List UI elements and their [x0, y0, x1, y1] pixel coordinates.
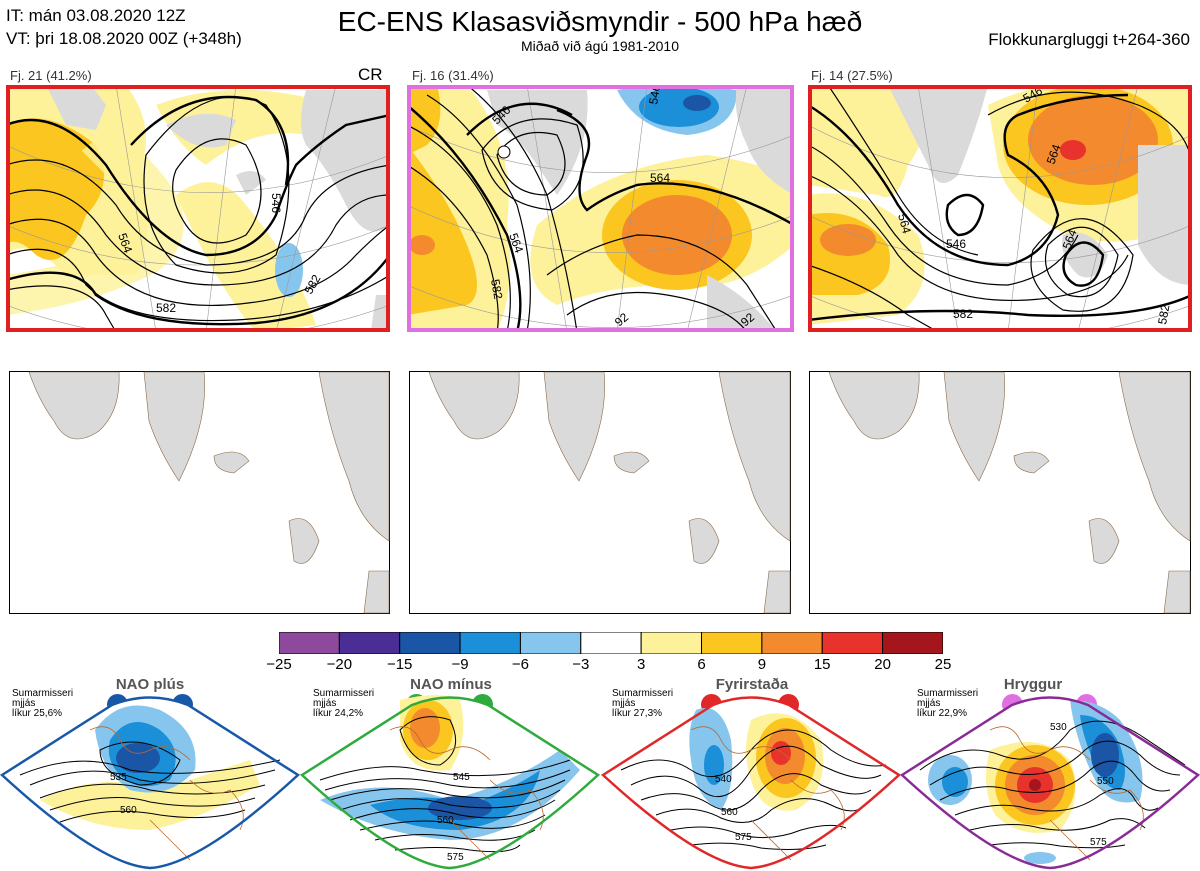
- colorbar-tick: 6: [697, 656, 706, 673]
- colorbar-swatch-3: [459, 632, 521, 654]
- regime-4-contour: 530: [1050, 722, 1067, 733]
- regime-2-map[interactable]: 545 560 575: [300, 690, 600, 870]
- regime-4-note: Sumarmisseri mjjás líkur 22,9%: [917, 689, 1007, 719]
- regime-2-contour: 575: [447, 852, 464, 863]
- colorbar-tick: −3: [572, 656, 590, 673]
- regime-1-contour: 560: [120, 805, 137, 816]
- regime-note-line: líkur 24,2%: [313, 708, 364, 719]
- cluster-1-tag: CR: [358, 65, 383, 84]
- header-times: IT: mán 03.08.2020 12Z VT: þri 18.08.202…: [6, 4, 242, 50]
- regime-note-line: líkur 27,3%: [612, 708, 663, 719]
- cluster-1-map[interactable]: 582 564 546 582: [6, 85, 390, 332]
- regime-2-contour: 560: [437, 815, 454, 826]
- regime-note-line: mjjás: [612, 698, 636, 709]
- regime-3-contour: 575: [735, 832, 752, 843]
- cluster-1-contour-582: 582: [156, 301, 176, 315]
- colorbar-tick: −15: [386, 656, 413, 673]
- colorbar-tick: −6: [511, 656, 529, 673]
- colorbar-tick: −25: [266, 656, 292, 673]
- regime-4-contour: 575: [1090, 837, 1107, 848]
- cluster-1-contour-546: 546: [269, 193, 283, 213]
- regime-4-title: Hryggur: [1003, 676, 1063, 693]
- cluster-2-label: Fj. 16 (31.4%): [412, 68, 494, 83]
- page-title: EC-ENS Klasasviðsmyndir - 500 hPa hæð: [337, 6, 863, 37]
- regime-note-line: Sumarmisseri: [313, 688, 375, 699]
- cluster-3-contour-582b: 582: [1155, 303, 1172, 325]
- cluster-3-contour-582: 582: [953, 307, 973, 321]
- cluster-1-label: Fj. 21 (41.2%): [10, 68, 92, 83]
- valid-time: VT: þri 18.08.2020 00Z (+348h): [6, 29, 242, 48]
- cluster-1-contour-564: 564: [115, 231, 135, 255]
- colorbar-swatch-1: [338, 632, 401, 654]
- regime-1-map[interactable]: 535 560: [0, 690, 300, 870]
- empty-map-3: [809, 371, 1191, 614]
- regime-3-map[interactable]: 540 560 575: [601, 690, 901, 870]
- regime-note-line: Sumarmisseri: [612, 688, 674, 699]
- regime-4-contour: 550: [1097, 776, 1114, 787]
- regime-1-title: NAO plús: [115, 676, 185, 693]
- regime-note-line: líkur 25,6%: [12, 708, 63, 719]
- cluster-3-frame: [808, 85, 1192, 332]
- regime-1-contour: 535: [110, 772, 127, 783]
- colorbar-tick: 25: [934, 656, 952, 673]
- cluster-3-contour-564: 564: [895, 212, 914, 235]
- colorbar-tick: −9: [451, 656, 469, 673]
- regime-note-line: Sumarmisseri: [917, 688, 979, 699]
- colorbar-swatch-2: [399, 632, 461, 654]
- regime-note-line: mjjás: [917, 698, 941, 709]
- colorbar: [279, 632, 943, 654]
- regime-3-note: Sumarmisseri mjjás líkur 27,3%: [612, 689, 702, 719]
- classification-window: Flokkunargluggi t+264-360: [988, 30, 1190, 49]
- regime-note-line: Sumarmisseri: [12, 688, 74, 699]
- colorbar-tick: 15: [813, 656, 831, 673]
- empty-map-2: [409, 371, 791, 614]
- colorbar-tick: 20: [874, 656, 891, 673]
- cluster-2-contour-564b: 564: [506, 231, 526, 255]
- cluster-2-contour-582: 582: [488, 278, 505, 300]
- init-time: IT: mán 03.08.2020 12Z: [6, 6, 186, 25]
- cluster-2-frame: [407, 85, 794, 332]
- colorbar-tick: −20: [326, 656, 353, 673]
- colorbar-swatch-8: [761, 632, 823, 654]
- colorbar-swatch-7: [701, 632, 763, 654]
- regime-2-contour: 545: [453, 772, 470, 783]
- regime-3-contour: 540: [715, 774, 732, 785]
- cluster-2-contour-546b: 546: [646, 85, 663, 106]
- regime-3-title: Fyrirstaða: [715, 676, 789, 693]
- regime-note-line: líkur 22,9%: [917, 708, 968, 719]
- regime-1-note: Sumarmisseri mjjás líkur 25,6%: [12, 689, 102, 719]
- colorbar-swatch-6: [640, 632, 703, 654]
- colorbar-tick: 9: [757, 656, 767, 673]
- empty-map-1: [9, 371, 390, 614]
- colorbar-swatch-4: [519, 632, 582, 654]
- regime-note-line: mjjás: [313, 698, 337, 709]
- colorbar-tick: 3: [637, 656, 646, 673]
- regime-4-map[interactable]: 530 550 575: [900, 690, 1200, 870]
- cluster-3-contour-546: 546: [946, 237, 966, 251]
- colorbar-swatch-5: [580, 632, 642, 654]
- page-subtitle: Miðað við ágú 1981-2010: [520, 38, 679, 54]
- cluster-1-frame: [6, 85, 390, 332]
- cluster-3-contour-564c: 564: [1060, 227, 1080, 251]
- cluster-2-contour-564: 564: [650, 171, 670, 185]
- colorbar-swatch-0: [279, 632, 340, 654]
- cluster-3-label: Fj. 14 (27.5%): [811, 68, 893, 83]
- colorbar-swatch-10: [882, 632, 943, 654]
- regime-note-line: mjjás: [12, 698, 36, 709]
- regime-3-contour: 560: [721, 807, 738, 818]
- colorbar-swatch-9: [821, 632, 884, 654]
- cluster-3-contour-564b: 564: [1044, 142, 1064, 166]
- cluster-2-map[interactable]: 546 564 564 582 546 92 92: [407, 85, 794, 332]
- regime-2-note: Sumarmisseri mjjás líkur 24,2%: [313, 689, 403, 719]
- cluster-3-map[interactable]: 546 564 546 564 564 582 582: [808, 85, 1192, 332]
- regime-2-title: NAO mínus: [410, 676, 492, 693]
